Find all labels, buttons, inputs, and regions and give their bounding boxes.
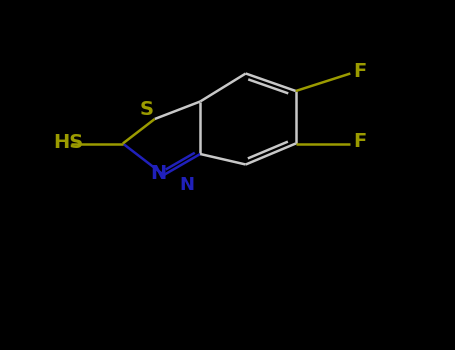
Text: S: S <box>140 100 153 119</box>
Text: N: N <box>179 176 194 194</box>
Text: N: N <box>150 164 167 183</box>
Text: F: F <box>354 62 367 81</box>
Text: F: F <box>354 132 367 151</box>
Text: HS: HS <box>53 133 83 152</box>
